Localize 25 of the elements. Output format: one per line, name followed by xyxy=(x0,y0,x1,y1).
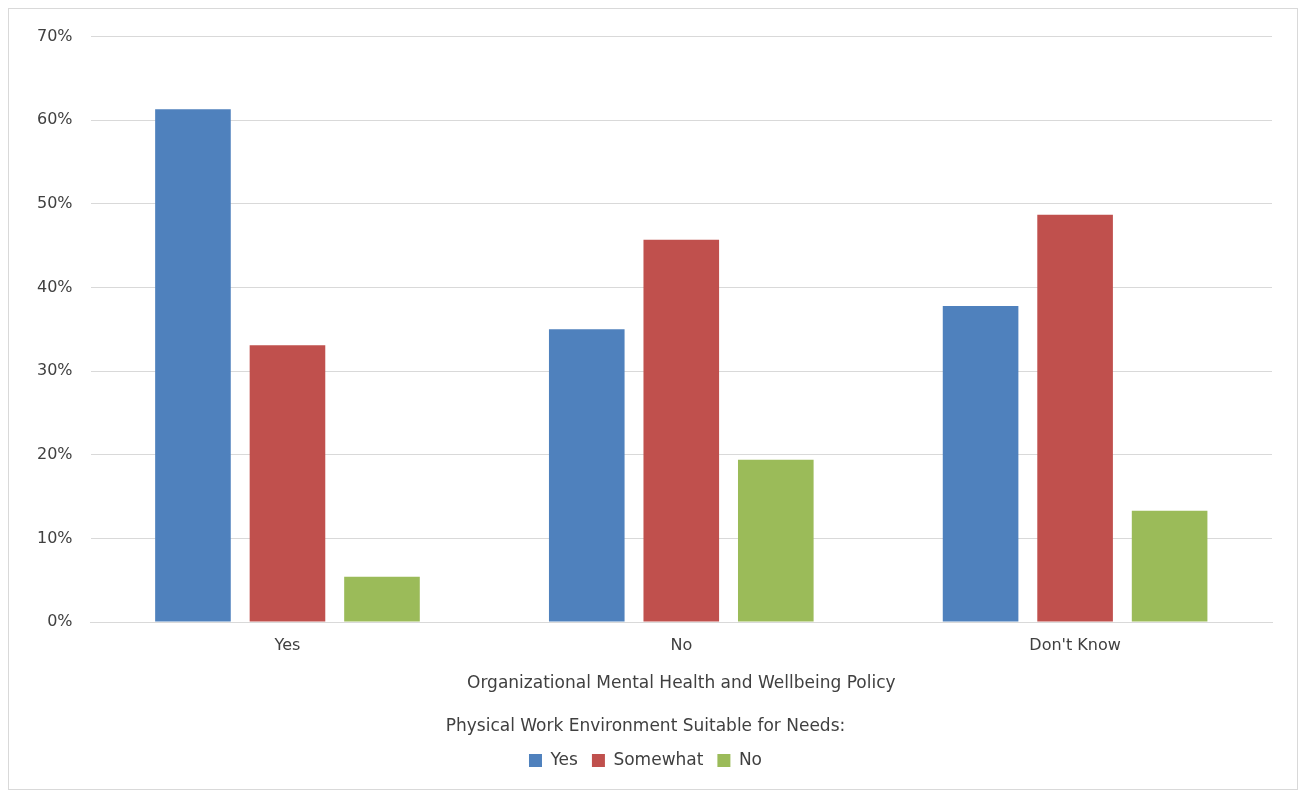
bar xyxy=(942,305,1019,622)
y-tick-label: 30% xyxy=(37,360,73,380)
legend-label: Yes xyxy=(549,748,579,769)
y-tick-label: 10% xyxy=(37,527,73,547)
bar xyxy=(1131,510,1208,622)
x-tick-label: Yes xyxy=(273,634,301,654)
x-tick-label: Don't Know xyxy=(1029,634,1121,654)
y-tick-label: 0% xyxy=(47,611,73,631)
y-tick-label: 70% xyxy=(37,25,73,45)
bar xyxy=(643,239,720,622)
bar xyxy=(548,329,625,622)
y-tick-label: 60% xyxy=(37,109,73,129)
bar xyxy=(1037,214,1113,622)
x-tick-label: No xyxy=(670,634,693,654)
y-tick-label: 50% xyxy=(37,193,73,213)
legend-title: Physical Work Environment Suitable for Needs: xyxy=(445,714,846,735)
y-tick-label: 40% xyxy=(37,276,73,296)
bar xyxy=(155,109,231,622)
bar xyxy=(737,459,814,622)
x-axis-title: Organizational Mental Health and Wellbeing Policy xyxy=(467,671,896,692)
bar xyxy=(344,576,420,622)
legend-label: Somewhat xyxy=(613,748,704,769)
legend-label: No xyxy=(738,748,763,769)
bar xyxy=(249,345,326,622)
y-tick-label: 20% xyxy=(37,443,73,463)
